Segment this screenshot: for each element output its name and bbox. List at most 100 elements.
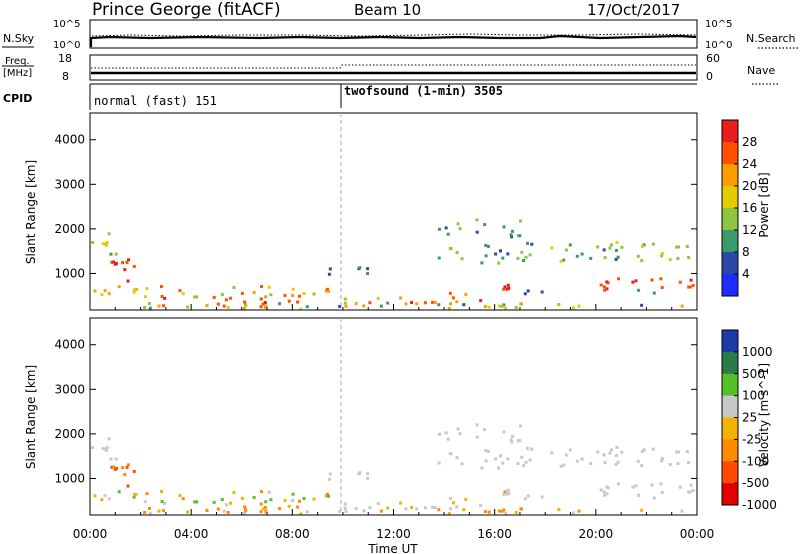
velocity-cell	[599, 488, 603, 492]
power-cell	[497, 304, 501, 308]
power-cell	[559, 259, 563, 263]
power-cell	[689, 278, 693, 282]
nave-tick-hi: 60	[706, 52, 720, 65]
power-cell	[267, 285, 271, 289]
power-cell	[480, 261, 484, 265]
power-cell	[675, 245, 679, 249]
velocity-cell	[147, 507, 151, 510]
power-cell	[456, 222, 460, 226]
y-tick-label: 2000	[54, 222, 85, 236]
x-axis-label: Time UT	[367, 542, 418, 554]
power-cell	[283, 293, 287, 297]
velocity-cell	[220, 498, 224, 501]
power-cell	[193, 295, 197, 299]
velocity-cell	[617, 482, 620, 486]
nave-tick-lo: 0	[706, 70, 713, 83]
power-plot-area: 1000 2000 3000 4000	[54, 112, 698, 311]
power-cell	[100, 293, 104, 297]
velocity-cell	[338, 509, 342, 513]
velocity-cell	[668, 463, 672, 466]
power-cell	[487, 305, 491, 309]
power-cell	[328, 267, 332, 271]
velocity-cell	[127, 463, 130, 467]
power-cell	[433, 301, 437, 305]
power-cell	[444, 226, 448, 230]
velocity-cell	[451, 501, 455, 505]
power-cell	[640, 245, 644, 248]
power-cell	[479, 299, 483, 303]
power-cell	[114, 252, 118, 256]
velocity-cell	[540, 495, 544, 499]
velocity-ylabel: Slant Range [km]	[24, 365, 38, 469]
power-cell	[224, 298, 228, 302]
velocity-cell	[660, 459, 664, 463]
power-cell	[404, 302, 408, 306]
velocity-cell	[564, 453, 568, 457]
power-data-cells	[91, 218, 695, 311]
power-cell	[455, 251, 459, 255]
power-cell	[449, 302, 453, 306]
power-cell	[132, 264, 136, 268]
x-tick-label: 00:00	[73, 527, 108, 541]
velocity-cell	[458, 432, 462, 436]
power-cell	[499, 249, 502, 253]
nsky-tick-hi: 10^5	[53, 19, 80, 30]
power-cell	[212, 295, 216, 299]
velocity-cell	[518, 439, 522, 443]
power-cell	[296, 300, 300, 304]
velocity-cell	[559, 464, 563, 468]
velocity-cell	[243, 505, 247, 509]
power-cell	[148, 306, 152, 310]
velocity-cell	[580, 457, 584, 461]
velocity-cell	[678, 485, 682, 489]
power-cell	[530, 242, 534, 246]
colorbar-swatch	[722, 461, 738, 484]
power-cell	[145, 287, 149, 291]
power-cell	[104, 243, 108, 247]
nsky-label: N.Sky	[3, 32, 35, 45]
power-cell	[410, 301, 414, 304]
power-cell	[376, 296, 380, 300]
velocity-cell	[500, 509, 504, 513]
power-cell	[143, 306, 147, 309]
date-title: 17/Oct/2017	[587, 1, 680, 19]
velocity-cell	[475, 435, 479, 439]
power-cell	[687, 256, 691, 259]
nsky-trace	[89, 34, 697, 47]
velocity-cell	[343, 506, 347, 510]
velocity-cell	[677, 450, 680, 454]
power-cell	[668, 258, 672, 261]
power-cell	[523, 292, 527, 296]
power-cell	[475, 218, 479, 222]
x-tick-labels: 00:00 04:00 08:00 12:00 16:00 20:00 00:00	[73, 527, 715, 541]
velocity-cell	[302, 497, 306, 500]
power-cell	[437, 303, 441, 307]
velocity-cell	[676, 462, 680, 465]
velocity-cell	[509, 438, 513, 442]
freq-label-2: [MHz]	[3, 68, 32, 79]
power-cell	[540, 290, 544, 294]
velocity-cell	[446, 437, 450, 441]
velocity-cell	[675, 450, 679, 454]
colorbar-swatch	[722, 330, 738, 353]
power-cell	[503, 285, 507, 289]
velocity-cell	[603, 493, 607, 497]
power-cell	[103, 289, 107, 293]
power-cell	[520, 250, 524, 254]
power-cell	[242, 306, 246, 310]
velocity-cell	[312, 497, 316, 501]
colorbar-swatch	[722, 252, 738, 275]
velocity-cell	[298, 499, 301, 503]
velocity-cell	[269, 498, 273, 502]
velocity-cell	[366, 472, 370, 476]
y-tick-label: 1000	[54, 471, 85, 485]
velocity-cell	[148, 511, 152, 515]
power-cell	[263, 301, 267, 304]
power-cell	[506, 252, 510, 256]
power-cell	[437, 256, 441, 260]
velocity-cell	[660, 491, 664, 494]
velocity-cell	[181, 497, 185, 501]
velocity-cell	[143, 500, 147, 504]
power-cell	[557, 303, 561, 307]
power-cell	[343, 297, 347, 301]
